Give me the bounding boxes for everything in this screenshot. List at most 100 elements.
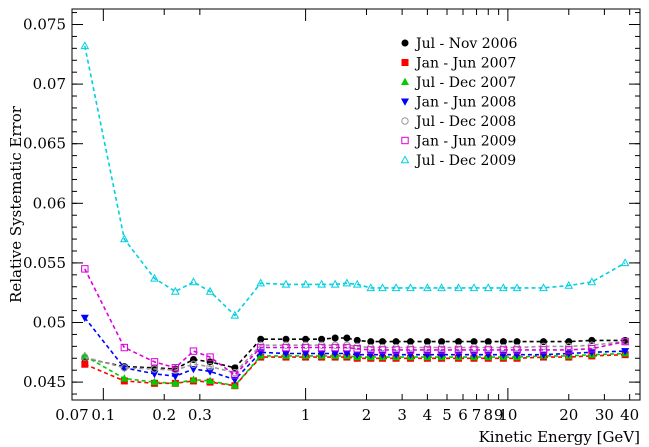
data-point	[170, 286, 180, 295]
data-point	[81, 265, 89, 273]
data-point	[406, 346, 415, 354]
data-point	[587, 349, 596, 357]
data-point	[171, 364, 180, 372]
x-tick-label: 4	[423, 406, 433, 424]
data-point	[119, 234, 129, 243]
data-point	[120, 343, 129, 352]
x-tick-label: 0.2	[152, 406, 176, 424]
data-point	[330, 279, 340, 288]
data-point	[367, 338, 375, 346]
legend-marker	[400, 77, 410, 86]
data-point	[302, 335, 310, 343]
data-point	[120, 374, 129, 382]
series	[81, 265, 629, 379]
x-tick-label: 10	[498, 406, 517, 424]
data-point	[317, 279, 326, 288]
data-point	[353, 336, 361, 344]
data-point	[189, 347, 198, 355]
data-point	[206, 353, 214, 361]
data-point	[437, 283, 446, 292]
y-axis-title: Relative Systematic Error	[7, 105, 25, 303]
data-point	[423, 338, 431, 346]
data-point	[470, 338, 478, 346]
data-point	[331, 343, 339, 352]
data-point	[423, 346, 432, 354]
x-tick-label: 8	[483, 406, 493, 424]
data-point	[565, 346, 573, 354]
data-point	[454, 338, 462, 346]
legend: Jul - Nov 2006 Jan - Jun 2007 Jul - Dec 20…	[400, 36, 517, 169]
legend-label: Jan - Jun 2008	[414, 95, 516, 111]
legend-label: Jul - Dec 2008	[414, 114, 516, 130]
series-line	[84, 340, 626, 374]
data-point	[342, 278, 352, 287]
data-point	[454, 346, 463, 354]
y-tick-label: 0.065	[23, 135, 66, 153]
data-point	[379, 338, 387, 346]
legend-marker	[401, 136, 409, 145]
data-point	[282, 343, 290, 352]
data-point	[257, 335, 265, 343]
data-point	[621, 337, 629, 346]
x-tick-label: 0.1	[91, 406, 115, 424]
x-tick-label: 1	[301, 406, 311, 424]
data-point	[423, 283, 432, 292]
data-point	[80, 41, 90, 50]
series-layer	[80, 41, 630, 390]
data-point	[301, 343, 310, 352]
y-tick-label: 0.045	[23, 373, 66, 391]
data-point	[150, 358, 159, 366]
data-point	[621, 348, 630, 356]
data-point	[150, 370, 159, 379]
series-line	[84, 45, 626, 317]
data-point	[406, 338, 414, 346]
series	[80, 41, 630, 319]
data-point	[343, 334, 351, 342]
y-tick-label: 0.06	[33, 194, 66, 212]
data-point	[366, 283, 376, 292]
x-tick-label: 0.07	[55, 406, 88, 424]
data-point	[484, 346, 492, 354]
data-point	[513, 338, 521, 346]
x-tick-label: 0.3	[188, 406, 212, 424]
data-point	[206, 362, 214, 371]
y-tick-label: 0.055	[23, 254, 66, 272]
data-point	[588, 345, 596, 353]
x-tick-label: 20	[559, 406, 578, 424]
data-point	[406, 283, 415, 292]
data-point	[499, 283, 508, 292]
data-point	[231, 371, 239, 379]
data-point	[81, 353, 89, 361]
data-point	[438, 338, 446, 346]
data-point	[206, 376, 215, 384]
legend-label: Jul - Dec 2009	[414, 153, 516, 169]
legend-marker	[400, 155, 410, 164]
data-point	[499, 338, 507, 346]
data-point	[282, 335, 290, 343]
data-point	[352, 279, 362, 288]
x-tick-label: 7	[472, 406, 482, 424]
data-point	[564, 280, 574, 289]
legend-label: Jul - Nov 2006	[414, 36, 517, 52]
data-point	[512, 283, 522, 292]
x-tick-label: 3	[397, 406, 407, 424]
data-point	[437, 346, 446, 354]
data-point	[539, 283, 548, 292]
y-tick-label: 0.07	[33, 75, 66, 93]
data-point	[378, 283, 387, 292]
x-tick-label: 6	[458, 406, 468, 424]
data-point	[189, 277, 198, 286]
x-axis-title: Kinetic Energy [GeV]	[479, 428, 640, 446]
data-point	[171, 379, 180, 387]
x-tick-label: 5	[442, 406, 452, 424]
data-point	[484, 338, 492, 346]
data-point	[470, 346, 478, 354]
x-tick-label: 30	[595, 406, 614, 424]
data-point	[367, 346, 375, 354]
data-point	[206, 368, 215, 376]
data-point	[150, 273, 159, 282]
data-point	[205, 286, 215, 295]
legend-marker	[401, 39, 409, 47]
